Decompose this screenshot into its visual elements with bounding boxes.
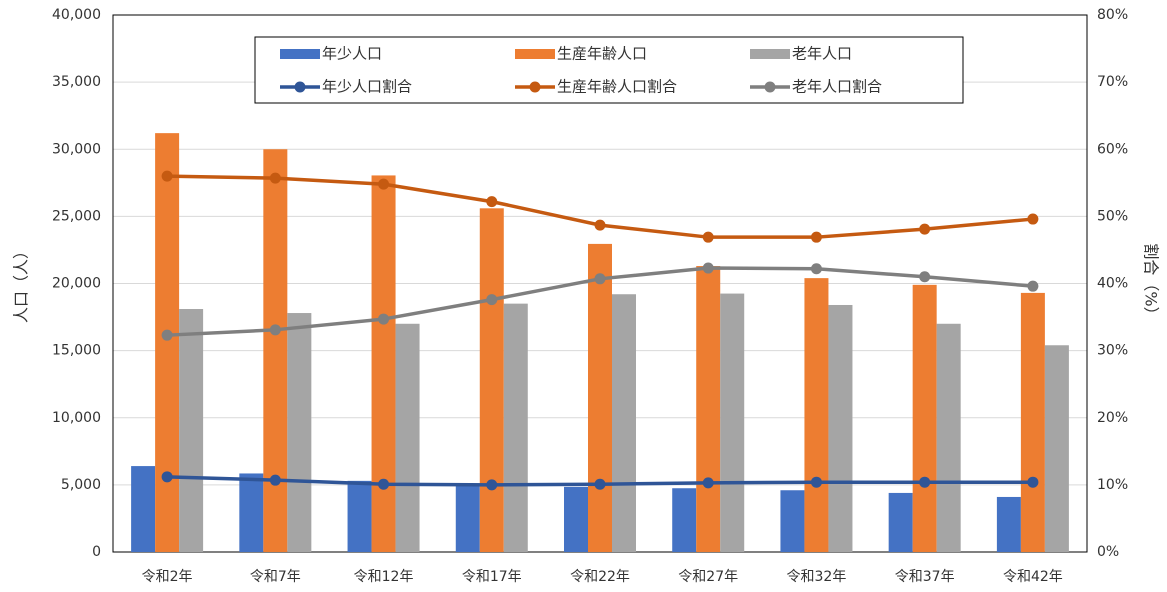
bar	[239, 473, 264, 552]
bar	[996, 496, 1021, 552]
line-point	[919, 271, 931, 283]
legend-swatch	[750, 49, 790, 59]
y-axis-title: 人口（人）	[12, 243, 31, 323]
line-point	[919, 476, 931, 488]
bar	[131, 466, 156, 552]
line-point	[161, 471, 173, 483]
bar	[395, 323, 420, 552]
bar	[479, 208, 504, 552]
x-tick-label: 令和7年	[250, 569, 301, 585]
line-point	[594, 273, 606, 285]
line-point	[486, 479, 498, 491]
x-tick-label: 令和32年	[787, 569, 847, 585]
line-point	[594, 219, 606, 231]
x-tick-label: 令和27年	[678, 569, 738, 585]
line-point	[594, 478, 606, 490]
x-tick-label: 令和42年	[1003, 569, 1063, 585]
line-point	[161, 329, 173, 341]
line-point	[269, 172, 281, 184]
y-tick-label: 25,000	[52, 208, 101, 224]
bar	[588, 243, 612, 553]
legend-swatch	[529, 81, 541, 93]
line-point	[919, 223, 931, 235]
legend-label: 老年人口	[792, 45, 852, 63]
line-point	[702, 262, 714, 274]
bar	[179, 309, 204, 552]
legend-label: 年少人口割合	[322, 78, 412, 96]
legend-label: 老年人口割合	[792, 78, 882, 96]
line-point	[378, 478, 390, 490]
y2-tick-label: 20%	[1097, 410, 1128, 426]
bar	[155, 133, 180, 552]
x-tick-label: 令和12年	[354, 569, 414, 585]
y2-tick-label: 10%	[1097, 477, 1128, 493]
y2-tick-label: 70%	[1097, 74, 1128, 90]
line-point	[1027, 476, 1039, 488]
x-tick-label: 令和37年	[895, 569, 955, 585]
legend-swatch	[764, 81, 776, 93]
y-tick-label: 30,000	[52, 141, 101, 157]
x-tick-label: 令和17年	[462, 569, 522, 585]
bar	[564, 486, 588, 552]
bar	[371, 175, 396, 552]
legend-label: 年少人口	[322, 45, 382, 63]
line-point	[378, 313, 390, 325]
bar	[828, 304, 853, 552]
bar	[912, 284, 937, 552]
legend-swatch	[294, 81, 306, 93]
line-point	[702, 231, 714, 243]
bar	[503, 303, 528, 552]
line-point	[810, 476, 822, 488]
bar	[780, 490, 805, 552]
bar	[263, 149, 288, 552]
bar	[1044, 345, 1069, 552]
y2-tick-label: 80%	[1097, 7, 1128, 23]
x-tick-label: 令和2年	[142, 569, 193, 585]
y-tick-label: 40,000	[52, 7, 101, 23]
bar	[287, 313, 312, 552]
legend-label: 生産年齢人口	[557, 45, 647, 63]
y-tick-label: 20,000	[52, 276, 101, 292]
bar	[1020, 292, 1045, 552]
y2-axis-title: 割合（%）	[1142, 243, 1161, 322]
line-point	[1027, 280, 1039, 292]
legend-label: 生産年齢人口割合	[557, 78, 677, 96]
line-point	[161, 170, 173, 182]
line-point	[810, 263, 822, 275]
y-tick-label: 5,000	[61, 477, 101, 493]
y2-tick-label: 60%	[1097, 141, 1128, 157]
bar	[888, 492, 913, 552]
bar	[696, 266, 721, 552]
bar	[720, 293, 745, 552]
line-point	[378, 178, 390, 190]
y-tick-label: 35,000	[52, 74, 101, 90]
legend-swatch	[515, 49, 555, 59]
y2-tick-label: 30%	[1097, 343, 1128, 359]
legend-box	[254, 36, 964, 104]
y-tick-label: 0	[92, 544, 101, 560]
bar	[804, 278, 829, 552]
line-point	[1027, 213, 1039, 225]
legend-swatch	[280, 49, 320, 59]
line-point	[269, 474, 281, 486]
y2-tick-label: 50%	[1097, 208, 1128, 224]
x-tick-label: 令和22年	[570, 569, 630, 585]
bar	[347, 480, 372, 552]
line-point	[810, 231, 822, 243]
line-point	[269, 324, 281, 336]
bar	[455, 483, 480, 552]
y2-tick-label: 40%	[1097, 276, 1128, 292]
y2-tick-label: 0%	[1097, 544, 1119, 560]
y-tick-label: 10,000	[52, 410, 101, 426]
line-point	[486, 294, 498, 306]
bar	[672, 488, 697, 552]
line-point	[486, 196, 498, 208]
bar	[936, 323, 961, 552]
bar	[612, 294, 636, 552]
line-point	[702, 477, 714, 489]
y-tick-label: 15,000	[52, 343, 101, 359]
